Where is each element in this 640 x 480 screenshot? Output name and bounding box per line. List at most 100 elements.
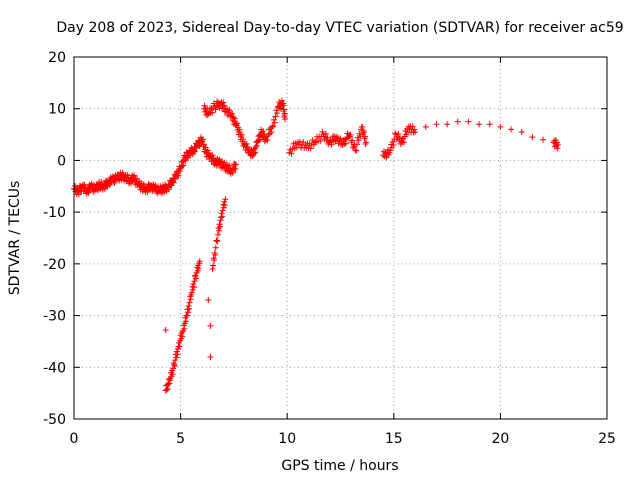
data-point bbox=[454, 118, 461, 125]
data-point bbox=[220, 204, 227, 211]
data-point bbox=[185, 309, 192, 316]
data-point bbox=[220, 99, 227, 106]
data-point bbox=[409, 123, 416, 130]
data-point bbox=[251, 150, 258, 157]
data-point bbox=[322, 130, 329, 137]
data-point bbox=[444, 121, 451, 128]
data-point bbox=[486, 121, 493, 128]
y-tick-label: 0 bbox=[57, 153, 66, 169]
data-point bbox=[217, 223, 224, 230]
data-point bbox=[226, 106, 233, 113]
data-point bbox=[390, 141, 397, 148]
data-point bbox=[356, 130, 363, 137]
data-point bbox=[554, 145, 561, 152]
data-point bbox=[124, 171, 131, 178]
data-point bbox=[359, 123, 366, 130]
data-point bbox=[255, 137, 262, 144]
data-point bbox=[199, 136, 206, 143]
data-point bbox=[172, 176, 179, 183]
x-tick-label: 15 bbox=[385, 431, 403, 447]
data-point bbox=[204, 147, 211, 154]
data-points bbox=[71, 97, 561, 394]
data-point bbox=[183, 154, 190, 161]
data-point bbox=[355, 137, 362, 144]
data-point bbox=[252, 144, 259, 151]
data-point bbox=[209, 152, 216, 159]
data-point bbox=[271, 119, 278, 126]
data-point bbox=[281, 106, 288, 113]
data-point bbox=[422, 123, 429, 130]
data-point bbox=[282, 116, 289, 123]
data-point bbox=[101, 185, 108, 192]
data-point bbox=[180, 162, 187, 169]
data-point bbox=[169, 371, 176, 378]
data-point bbox=[179, 163, 186, 170]
data-point bbox=[518, 128, 525, 135]
x-tick-label: 25 bbox=[598, 431, 616, 447]
data-point bbox=[209, 109, 216, 116]
data-point bbox=[204, 105, 211, 112]
data-point bbox=[187, 293, 194, 300]
data-point bbox=[214, 238, 221, 245]
data-point bbox=[243, 140, 250, 147]
data-point bbox=[236, 126, 243, 133]
data-point bbox=[205, 297, 212, 304]
data-point bbox=[174, 351, 181, 358]
y-tick-label: 10 bbox=[48, 102, 66, 118]
data-point bbox=[186, 299, 193, 306]
data-point bbox=[392, 130, 399, 137]
data-point bbox=[229, 110, 236, 117]
plot-frame bbox=[73, 56, 608, 420]
data-point bbox=[216, 104, 223, 111]
data-point bbox=[214, 231, 221, 238]
x-tick-label: 10 bbox=[278, 431, 296, 447]
data-point bbox=[215, 227, 222, 234]
data-point bbox=[190, 281, 197, 288]
data-point bbox=[212, 244, 219, 251]
data-point bbox=[280, 100, 287, 107]
data-point bbox=[433, 121, 440, 128]
data-point bbox=[170, 179, 177, 186]
data-point bbox=[187, 296, 194, 303]
data-point bbox=[185, 303, 192, 310]
data-point bbox=[191, 148, 198, 155]
data-point bbox=[190, 148, 197, 155]
data-point bbox=[175, 172, 182, 179]
data-point bbox=[201, 141, 208, 148]
data-point bbox=[278, 97, 285, 104]
data-point bbox=[177, 167, 184, 174]
y-tick-label: -30 bbox=[43, 309, 66, 325]
data-point bbox=[300, 138, 307, 145]
data-point bbox=[239, 136, 246, 143]
data-point bbox=[182, 157, 189, 164]
data-point bbox=[188, 289, 195, 296]
data-point bbox=[201, 102, 208, 109]
data-point bbox=[165, 381, 172, 388]
data-point bbox=[354, 141, 361, 148]
data-point bbox=[183, 312, 190, 319]
data-point bbox=[352, 147, 359, 154]
data-point bbox=[389, 138, 396, 145]
data-point bbox=[221, 102, 228, 109]
data-point bbox=[209, 266, 216, 273]
data-point bbox=[233, 121, 240, 128]
data-point bbox=[207, 353, 214, 360]
data-point bbox=[233, 161, 240, 168]
data-point bbox=[264, 137, 271, 144]
data-point bbox=[218, 214, 225, 221]
data-point bbox=[131, 172, 138, 179]
data-point bbox=[400, 139, 407, 146]
data-point bbox=[268, 129, 275, 136]
data-point bbox=[360, 127, 367, 134]
chart-title: Day 208 of 2023, Sidereal Day-to-day VTE… bbox=[56, 20, 623, 36]
data-point bbox=[211, 257, 218, 264]
data-point bbox=[319, 128, 326, 135]
data-point bbox=[274, 110, 281, 117]
data-point bbox=[207, 322, 214, 329]
data-point bbox=[231, 115, 238, 122]
data-point bbox=[342, 136, 349, 143]
data-point bbox=[75, 191, 82, 198]
data-point bbox=[221, 202, 228, 209]
y-axis-title: SDTVAR / TECUs bbox=[7, 181, 23, 296]
